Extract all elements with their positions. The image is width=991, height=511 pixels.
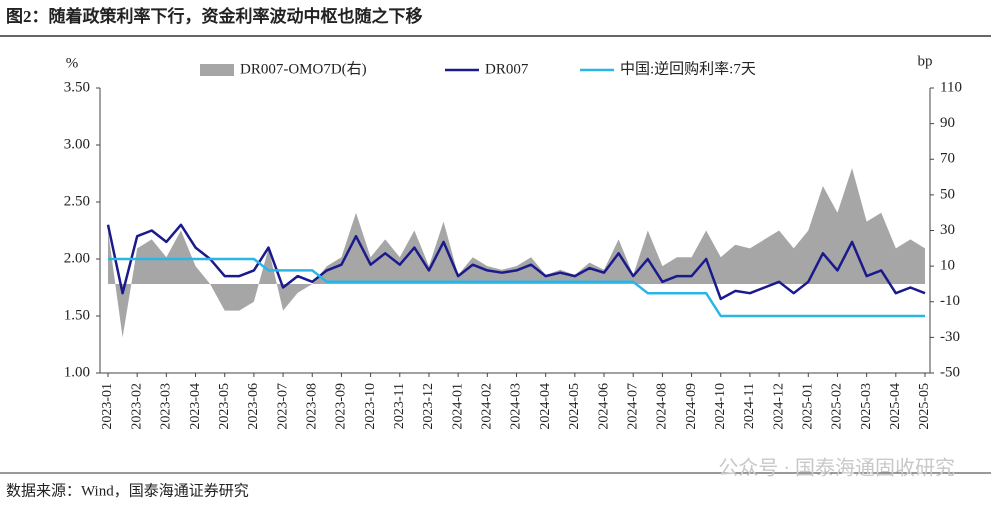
x-tick-label: 2025-01 xyxy=(801,383,816,430)
spread-area xyxy=(108,168,925,338)
series-line xyxy=(108,257,925,318)
y2-tick-label: 90 xyxy=(940,115,955,131)
chart-title: 图2：随着政策利率下行，资金利率波动中枢也随之下移 xyxy=(6,6,423,26)
y-axis-unit: % xyxy=(66,55,79,71)
x-tick-label: 2025-04 xyxy=(888,383,903,430)
x-tick-label: 2024-04 xyxy=(538,383,553,430)
y-tick-label: 1.00 xyxy=(64,364,90,380)
y-tick-label: 1.50 xyxy=(64,307,90,323)
x-tick-label: 2023-09 xyxy=(334,383,349,430)
x-tick-label: 2025-02 xyxy=(830,383,845,430)
x-tick-label: 2024-08 xyxy=(655,383,670,430)
y-tick-label: 3.00 xyxy=(64,136,90,152)
legend-label: DR007 xyxy=(485,61,529,77)
legend-label: 中国:逆回购利率:7天 xyxy=(620,60,756,77)
legend-swatch xyxy=(200,64,234,76)
y-tick-label: 3.50 xyxy=(64,79,90,95)
x-tick-label: 2024-07 xyxy=(625,383,640,430)
y2-tick-label: 110 xyxy=(940,79,962,95)
y-tick-label: 2.50 xyxy=(64,193,90,209)
y2-tick-label: 30 xyxy=(940,222,955,238)
x-tick-label: 2024-10 xyxy=(713,383,728,430)
x-tick-label: 2023-10 xyxy=(363,383,378,430)
x-tick-label: 2024-03 xyxy=(509,383,524,430)
x-tick-label: 2023-07 xyxy=(275,383,290,430)
x-tick-label: 2024-01 xyxy=(450,383,465,430)
x-tick-label: 2023-03 xyxy=(159,383,174,430)
x-tick-label: 2023-05 xyxy=(217,383,232,430)
y2-tick-label: 70 xyxy=(940,151,955,167)
series-line xyxy=(106,223,926,301)
y2-tick-label: -50 xyxy=(940,364,960,380)
x-tick-label: 2024-02 xyxy=(480,383,495,430)
x-tick-label: 2025-03 xyxy=(859,383,874,430)
x-tick-label: 2024-11 xyxy=(742,383,757,429)
x-tick-label: 2024-05 xyxy=(567,383,582,430)
y2-axis-unit: bp xyxy=(918,53,933,69)
x-tick-label: 2024-12 xyxy=(771,383,786,430)
x-tick-label: 2024-06 xyxy=(596,383,611,430)
x-tick-label: 2023-06 xyxy=(246,383,261,430)
x-tick-label: 2023-08 xyxy=(304,383,319,430)
legend-label: DR007-OMO7D(右) xyxy=(240,60,367,77)
y2-tick-label: 10 xyxy=(940,258,955,274)
y2-tick-label: 50 xyxy=(940,186,955,202)
y-tick-label: 2.00 xyxy=(64,250,90,266)
x-tick-label: 2023-11 xyxy=(392,383,407,429)
y2-tick-label: -30 xyxy=(940,329,960,345)
x-tick-label: 2024-09 xyxy=(684,383,699,430)
x-tick-label: 2025-05 xyxy=(917,383,932,430)
watermark: 公众号 · 国泰海通固收研究 xyxy=(718,457,955,480)
x-tick-label: 2023-12 xyxy=(421,383,436,430)
x-tick-label: 2023-04 xyxy=(188,383,203,430)
source: 数据来源：Wind，国泰海通证券研究 xyxy=(6,482,249,499)
y2-tick-label: -10 xyxy=(940,293,960,309)
x-tick-label: 2023-01 xyxy=(100,383,115,430)
x-tick-label: 2023-02 xyxy=(129,383,144,430)
